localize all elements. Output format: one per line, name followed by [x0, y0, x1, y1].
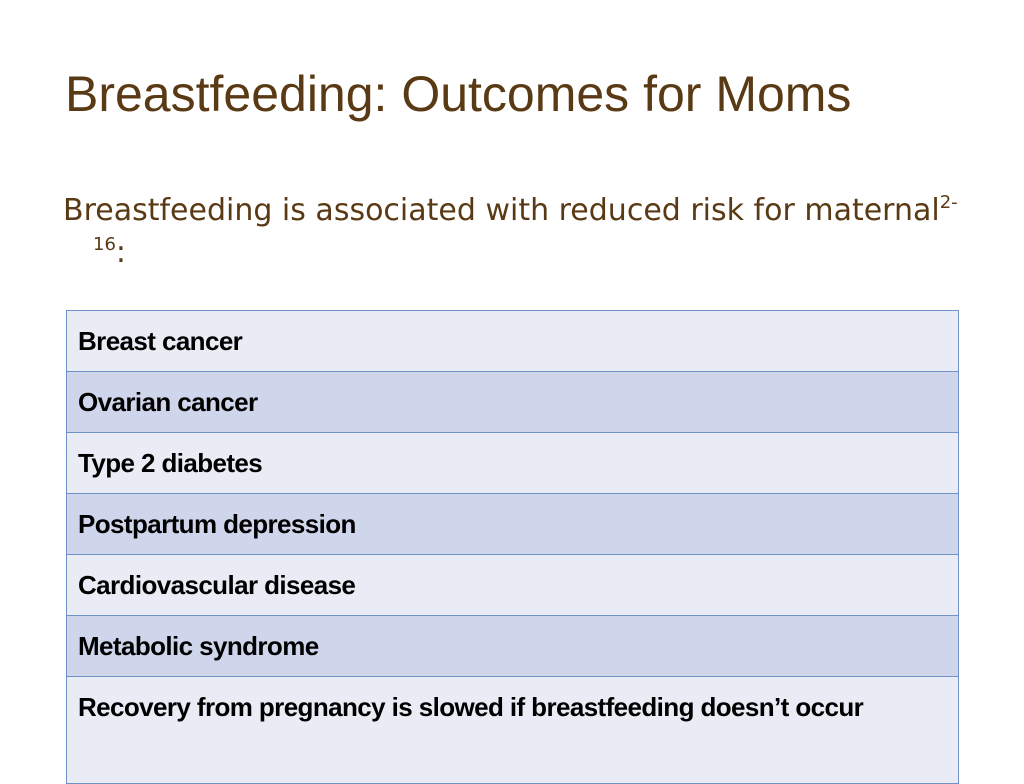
table-row: Type 2 diabetes	[66, 432, 959, 494]
table-cell: Type 2 diabetes	[66, 432, 959, 494]
table-row: Cardiovascular disease	[66, 554, 959, 616]
outcome-cardiovascular-disease: Cardiovascular disease	[78, 570, 356, 600]
table-cell: Breast cancer	[66, 310, 959, 372]
table-row: Breast cancer	[66, 310, 959, 372]
outcome-postpartum-depression: Postpartum depression	[78, 509, 356, 539]
table-cell: Postpartum depression	[66, 493, 959, 555]
table-cell: Cardiovascular disease	[66, 554, 959, 616]
slide-title: Breastfeeding: Outcomes for Moms	[65, 66, 852, 122]
intro-paragraph: Breastfeeding is associated with reduced…	[63, 190, 973, 274]
outcome-recovery-from-pregnancy: Recovery from pregnancy is slowed if bre…	[78, 692, 864, 722]
outcome-ovarian-cancer: Ovarian cancer	[78, 387, 258, 417]
table-row: Postpartum depression	[66, 493, 959, 555]
outcomes-table: Breast cancer Ovarian cancer Type 2 diab…	[66, 310, 959, 784]
outcome-type-2-diabetes: Type 2 diabetes	[78, 448, 263, 478]
intro-text: Breastfeeding is associated with reduced…	[63, 193, 940, 228]
table-row: Metabolic syndrome	[66, 615, 959, 677]
table-cell: Metabolic syndrome	[66, 615, 959, 677]
table-cell: Recovery from pregnancy is slowed if bre…	[66, 676, 959, 784]
intro-suffix: :	[115, 235, 127, 270]
table-row: Ovarian cancer	[66, 371, 959, 433]
table-row: Recovery from pregnancy is slowed if bre…	[66, 676, 959, 784]
citation-superscript: 2-16	[93, 192, 958, 255]
outcome-breast-cancer: Breast cancer	[78, 326, 243, 356]
outcome-metabolic-syndrome: Metabolic syndrome	[78, 631, 319, 661]
table-cell: Ovarian cancer	[66, 371, 959, 433]
